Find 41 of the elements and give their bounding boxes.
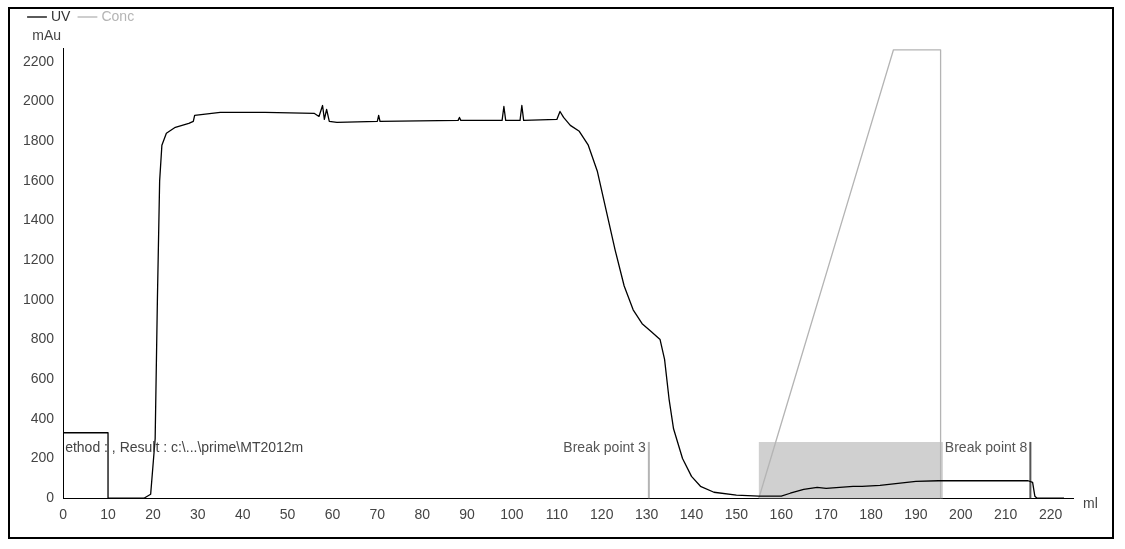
x-tick-label: 110 bbox=[545, 506, 569, 523]
y-tick-label: 1400 bbox=[22, 211, 55, 228]
ref-line-label: Break point 8 bbox=[944, 438, 1028, 455]
y-tick-label: 400 bbox=[30, 409, 55, 426]
legend-label: UV bbox=[51, 7, 72, 24]
ref-line-label: Break point 3 bbox=[563, 438, 647, 455]
x-tick-label: 130 bbox=[634, 506, 659, 523]
x-tick-label: 70 bbox=[369, 506, 386, 523]
y-tick-label: 0 bbox=[46, 489, 55, 506]
y-tick-label: 2200 bbox=[22, 52, 55, 69]
y-tick-label: 600 bbox=[30, 370, 55, 387]
x-tick-label: 0 bbox=[59, 506, 68, 523]
x-tick-label: 170 bbox=[814, 506, 839, 523]
x-axis-title: ml bbox=[1083, 495, 1098, 512]
x-tick-label: 220 bbox=[1038, 506, 1063, 523]
x-tick-label: 40 bbox=[234, 506, 251, 523]
x-tick-label: 50 bbox=[279, 506, 296, 523]
y-tick-label: 1000 bbox=[22, 290, 55, 307]
x-tick-label: 210 bbox=[994, 506, 1018, 523]
y-tick-label: 1800 bbox=[22, 132, 55, 149]
x-tick-label: 80 bbox=[414, 506, 431, 523]
x-tick-label: 30 bbox=[190, 506, 206, 523]
x-tick-label: 120 bbox=[590, 506, 614, 523]
x-tick-label: 190 bbox=[904, 506, 928, 523]
y-tick-label: 200 bbox=[30, 449, 55, 466]
x-tick-label: 140 bbox=[679, 506, 704, 523]
x-tick-label: 200 bbox=[949, 506, 973, 523]
y-tick-label: 2000 bbox=[22, 92, 55, 109]
x-tick-label: 10 bbox=[100, 506, 117, 523]
x-tick-label: 160 bbox=[769, 506, 794, 523]
y-axis-title: mAu bbox=[32, 26, 62, 43]
x-tick-label: 100 bbox=[500, 506, 524, 523]
legend-label: Conc bbox=[101, 7, 135, 24]
y-tick-label: 1200 bbox=[22, 251, 55, 268]
x-tick-label: 180 bbox=[859, 506, 883, 523]
x-tick-label: 60 bbox=[324, 506, 341, 523]
x-tick-label: 90 bbox=[459, 506, 476, 523]
y-tick-label: 1600 bbox=[22, 171, 55, 188]
x-tick-label: 150 bbox=[724, 506, 749, 523]
y-tick-label: 800 bbox=[30, 330, 55, 347]
x-tick-label: 20 bbox=[145, 506, 161, 523]
